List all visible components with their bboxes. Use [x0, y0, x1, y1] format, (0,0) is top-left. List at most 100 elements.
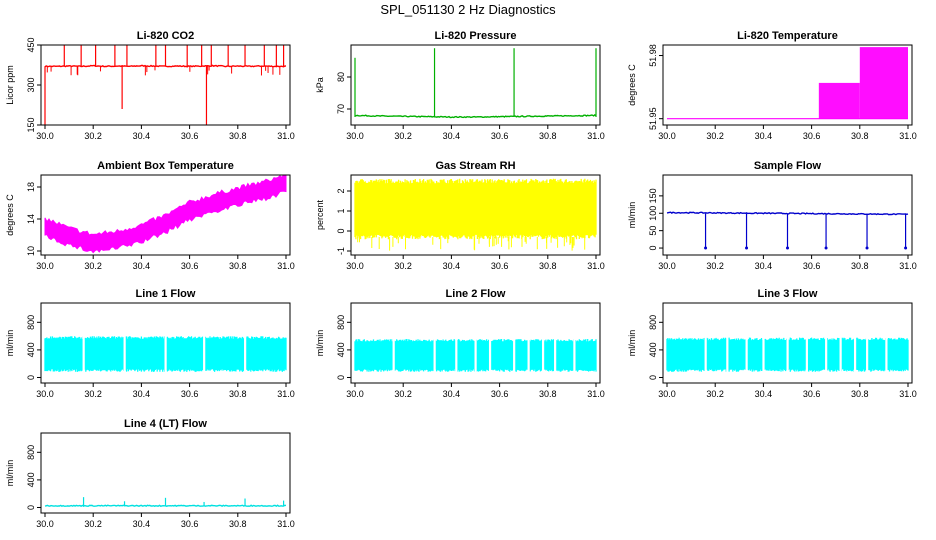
y-tick-label: 400	[648, 342, 658, 357]
plot-frame	[662, 44, 913, 126]
y-tick-label: 51.95	[648, 107, 658, 130]
dip-point	[786, 246, 789, 250]
y-axis-label: percent	[315, 199, 325, 230]
y-tick-label: -1	[336, 247, 346, 255]
y-tick-label: 800	[26, 445, 36, 460]
x-tick-label: 30.4	[133, 131, 151, 141]
x-tick-label: 30.0	[36, 261, 54, 271]
x-tick-label: 30.8	[851, 389, 869, 399]
x-tick-label: 30.0	[36, 389, 54, 399]
x-tick-label: 30.0	[36, 519, 54, 529]
plot-frame	[40, 302, 291, 384]
x-tick-label: 30.0	[346, 131, 364, 141]
plot-data	[667, 47, 908, 120]
x-tick-label: 30.6	[181, 261, 199, 271]
plot-title: Li-820 CO2	[137, 30, 194, 42]
x-tick-label: 31.0	[277, 389, 295, 399]
x-tick-label: 30.0	[36, 131, 54, 141]
x-tick-label: 30.6	[181, 519, 199, 529]
page-title: SPL_051130 2 Hz Diagnostics	[380, 2, 556, 17]
x-tick-label: 30.6	[491, 261, 509, 271]
plot-panel-10: Line 4 (LT) Flow 30.0 30.2 30.4 30.6 30.8 31.0…	[5, 418, 295, 529]
x-tick-label: 30.4	[443, 389, 461, 399]
x-tick-label: 31.0	[899, 389, 917, 399]
plot-frame	[40, 174, 291, 256]
x-tick-label: 30.2	[706, 389, 724, 399]
gap-mark	[82, 331, 85, 377]
plot-data	[666, 211, 909, 250]
y-tick-label: 300	[26, 77, 36, 92]
gap-mark	[513, 334, 516, 377]
x-tick-label: 30.4	[133, 519, 151, 529]
x-tick-label: 30.0	[658, 261, 676, 271]
x-tick-label: 31.0	[277, 519, 295, 529]
x-tick-label: 30.0	[346, 389, 364, 399]
x-tick-label: 30.6	[491, 389, 509, 399]
gap-mark	[745, 332, 748, 377]
y-tick-label: 400	[26, 342, 36, 357]
x-tick-label: 30.2	[394, 389, 412, 399]
x-tick-label: 30.4	[443, 131, 461, 141]
y-tick-label: 0	[648, 375, 658, 380]
y-tick-label: 14	[26, 214, 36, 224]
y-tick-label: 800	[648, 315, 658, 330]
y-tick-label: 450	[26, 37, 36, 52]
y-tick-label: 0	[648, 246, 658, 251]
y-tick-label: 150	[648, 188, 658, 203]
x-tick-label: 30.6	[803, 389, 821, 399]
y-tick-label: 51.98	[648, 44, 658, 67]
plot-panel-3: Li-820 Temperature 30.0 30.2 30.4 30.6 30.8 31…	[627, 30, 917, 141]
dip-point	[865, 246, 869, 250]
plot-title: Line 3 Flow	[758, 288, 818, 300]
plot-panel-7: Line 1 Flow 30.0 30.2 30.4 30.6 30.8 31.0 0 400 8…	[5, 288, 295, 399]
plot-data	[44, 45, 287, 125]
x-tick-label: 31.0	[899, 131, 917, 141]
plot-data	[44, 497, 287, 508]
plot-frame	[350, 174, 601, 256]
y-tick-label: 0	[336, 228, 346, 233]
gap-mark	[527, 334, 530, 377]
y-axis-label: Licor ppm	[5, 65, 15, 105]
series-dips	[357, 237, 586, 251]
gap-mark	[866, 332, 869, 377]
x-tick-label: 30.6	[181, 389, 199, 399]
gap-mark	[573, 334, 576, 377]
x-tick-label: 30.8	[229, 131, 247, 141]
x-tick-label: 30.2	[706, 261, 724, 271]
x-tick-label: 30.0	[658, 131, 676, 141]
y-tick-label: 400	[26, 472, 36, 487]
x-tick-label: 31.0	[899, 261, 917, 271]
gap-mark	[541, 334, 545, 377]
x-tick-label: 31.0	[277, 131, 295, 141]
y-axis-label: ml/min	[315, 330, 325, 357]
plot-panel-1: Li-820 CO2 30.0 30.2 30.4 30.6 30.8 31.0 150 300…	[5, 30, 295, 141]
plot-title: Line 1 Flow	[136, 288, 196, 300]
y-tick-label: 80	[336, 72, 346, 82]
plot-frame	[350, 302, 601, 384]
x-tick-label: 30.8	[851, 261, 869, 271]
gap-mark	[488, 334, 492, 377]
y-tick-label: 0	[336, 375, 346, 380]
gap-mark	[805, 332, 808, 377]
plot-data	[666, 332, 909, 377]
series-line	[44, 504, 287, 508]
gap-mark	[853, 332, 857, 377]
y-tick-label: 0	[26, 375, 36, 380]
x-tick-label: 30.6	[491, 131, 509, 141]
y-tick-label: 10	[26, 246, 36, 256]
x-tick-label: 30.4	[133, 261, 151, 271]
plot-frame	[662, 174, 913, 256]
series-band	[354, 178, 597, 240]
plot-title: Sample Flow	[754, 160, 822, 172]
y-tick-label: 800	[26, 315, 36, 330]
plot-data	[44, 331, 287, 377]
x-tick-label: 30.8	[539, 131, 557, 141]
x-tick-label: 31.0	[587, 261, 605, 271]
y-axis-label: degrees C	[627, 64, 637, 106]
y-tick-label: 100	[648, 206, 658, 221]
x-tick-label: 31.0	[587, 389, 605, 399]
plot-title: Li-820 Temperature	[737, 30, 838, 42]
gap-mark	[433, 334, 436, 377]
y-axis-label: ml/min	[627, 330, 637, 357]
